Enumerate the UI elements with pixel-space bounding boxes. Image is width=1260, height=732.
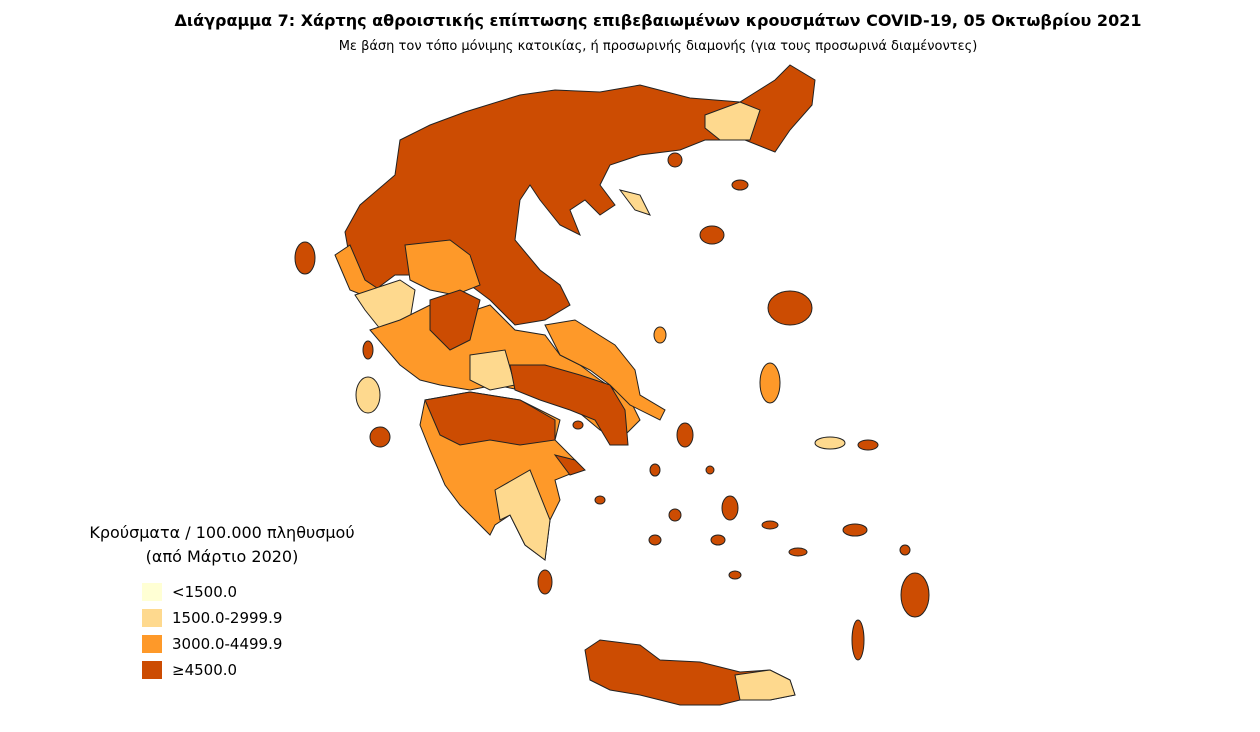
legend-swatch — [142, 583, 162, 601]
legend-label: 1500.0-2999.9 — [172, 609, 282, 627]
legend: Κρούσματα / 100.000 πληθυσμού (από Μάρτι… — [89, 523, 355, 679]
legend-label: 3000.0-4499.9 — [172, 635, 282, 653]
legend-label: ≥4500.0 — [172, 661, 237, 679]
legend-title: (από Μάρτιο 2020) — [146, 547, 299, 566]
map — [294, 64, 930, 706]
legend-swatch — [142, 609, 162, 627]
legend-swatch — [142, 661, 162, 679]
subtitle: Με βάση τον τόπο μόνιμης κατοικίας, ή πρ… — [339, 39, 978, 54]
title: Διάγραμμα 7: Χάρτης αθροιστικής επίπτωση… — [175, 11, 1142, 30]
legend-swatch — [142, 635, 162, 653]
legend-title: Κρούσματα / 100.000 πληθυσμού — [89, 523, 354, 542]
legend-label: <1500.0 — [172, 583, 237, 601]
